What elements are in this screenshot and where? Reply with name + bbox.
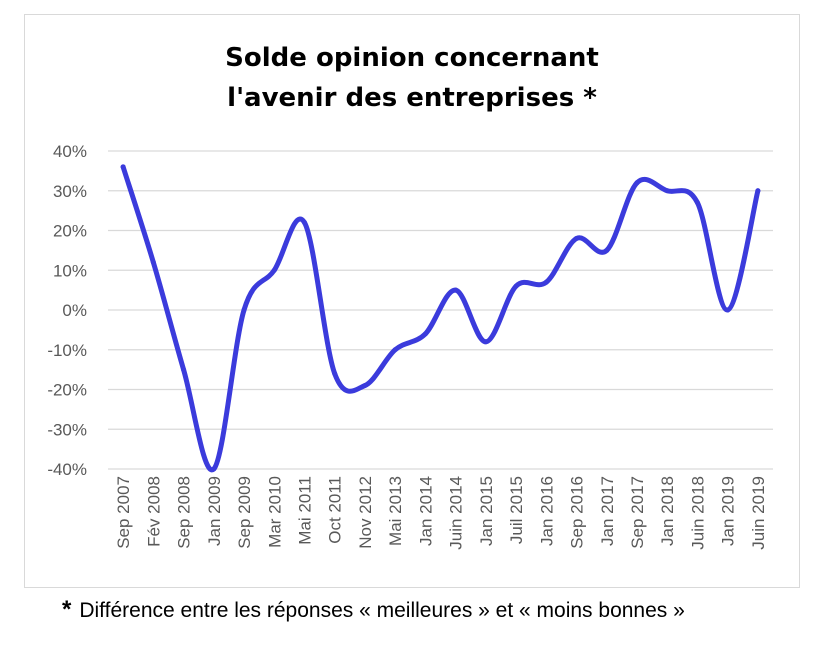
chart-title-line-2: l'avenir des entreprises * [227, 83, 597, 113]
x-tick-label: Mai 2011 [295, 476, 314, 545]
x-tick-label: Juil 2015 [507, 476, 526, 544]
data-point [332, 371, 338, 377]
y-tick-label: -10% [47, 341, 87, 360]
data-point [513, 283, 519, 289]
data-point [664, 188, 670, 194]
x-tick-label: Jan 2019 [719, 476, 738, 546]
y-tick-label: 30% [53, 182, 87, 201]
x-tick-label: Sep 2009 [235, 476, 254, 549]
data-point [211, 466, 217, 472]
x-tick-label: Sep 2007 [114, 476, 133, 549]
gridlines [108, 150, 773, 470]
series-layer [120, 164, 761, 473]
y-tick-label: 20% [53, 222, 87, 241]
line-chart: 40% 30% 20% 10% 0% -10% -20% -30% -40% Sep 2007 F… [47, 142, 773, 550]
x-tick-label: Juin 2014 [447, 476, 466, 550]
y-tick-label: -30% [47, 420, 87, 439]
x-tick-label: Sep 2008 [175, 476, 194, 549]
x-axis-tick-labels: Sep 2007 Fév 2008 Sep 2008 Jan 2009 Sep 2009… [114, 476, 768, 550]
data-point [181, 367, 187, 373]
data-point [362, 383, 368, 389]
x-tick-label: Jan 2016 [537, 476, 556, 546]
data-point [241, 307, 247, 313]
footnote: * Différence entre les réponses « meilleu… [62, 596, 822, 624]
y-tick-label: 40% [53, 142, 87, 161]
y-axis-tick-labels: 40% 30% 20% 10% 0% -10% -20% -30% -40% [47, 142, 87, 479]
data-point [483, 339, 489, 345]
footnote-marker: * [62, 596, 72, 623]
data-point [574, 235, 580, 241]
data-point [634, 180, 640, 186]
data-point [694, 200, 700, 206]
footnote-text: Différence entre les réponses « meilleur… [79, 599, 685, 622]
x-tick-label: Sep 2016 [568, 476, 587, 549]
data-point [392, 347, 398, 353]
data-point [271, 267, 277, 273]
data-point [755, 188, 761, 194]
x-tick-label: Jan 2014 [416, 476, 435, 546]
x-tick-label: Oct 2011 [326, 476, 345, 544]
x-tick-label: Mar 2010 [265, 476, 284, 548]
data-point [120, 164, 126, 170]
y-tick-label: 0% [62, 301, 87, 320]
data-point [150, 259, 156, 265]
y-tick-label: -20% [47, 381, 87, 400]
data-point [725, 307, 731, 313]
x-tick-label: Juin 2019 [749, 476, 768, 550]
x-tick-label: Jan 2015 [477, 476, 496, 546]
x-tick-label: Fév 2008 [144, 476, 163, 547]
x-tick-label: Jan 2017 [598, 476, 617, 546]
chart-frame [24, 14, 800, 588]
series-line [120, 164, 761, 473]
y-tick-label: 10% [53, 261, 87, 280]
x-tick-label: Jan 2018 [658, 476, 677, 546]
data-point [453, 287, 459, 293]
chart-title-line-1: Solde opinion concernant [225, 43, 599, 73]
x-tick-label: Sep 2017 [628, 476, 647, 549]
data-point [422, 331, 428, 337]
data-point [604, 247, 610, 253]
data-point [543, 279, 549, 285]
chart-title: Solde opinion concernant l'avenir des en… [24, 38, 800, 118]
y-tick-label: -40% [47, 460, 87, 479]
x-tick-label: Mai 2013 [386, 476, 405, 546]
data-point [301, 220, 307, 226]
x-tick-label: Juin 2018 [688, 476, 707, 550]
x-tick-label: Jan 2009 [205, 476, 224, 546]
x-tick-label: Nov 2012 [356, 476, 375, 549]
